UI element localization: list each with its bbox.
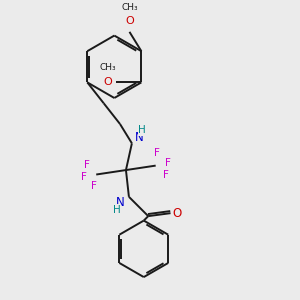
Text: N: N [135,131,144,145]
Text: O: O [172,207,182,220]
Text: CH₃: CH₃ [121,3,138,12]
Text: O: O [125,16,134,26]
Text: N: N [116,196,125,209]
Text: F: F [165,158,171,168]
Text: F: F [91,181,97,191]
Text: F: F [84,160,90,170]
Text: H: H [112,205,120,215]
Text: H: H [138,125,146,135]
Text: F: F [81,172,87,182]
Text: O: O [103,77,112,87]
Text: F: F [163,170,169,180]
Text: F: F [154,148,160,158]
Text: CH₃: CH₃ [100,63,116,72]
